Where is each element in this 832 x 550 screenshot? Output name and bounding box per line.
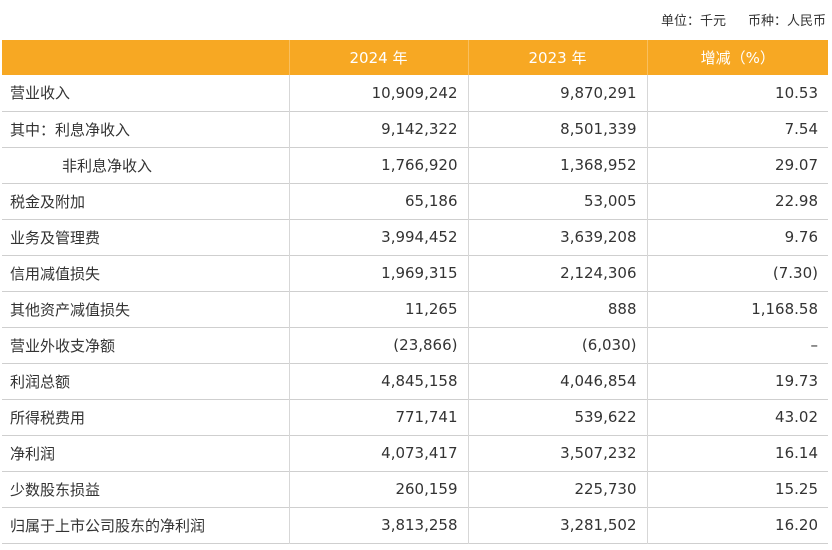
- table-body: 营业收入 10,909,242 9,870,291 10.53 其中：利息净收入…: [2, 75, 828, 543]
- value-2024: 10,909,242: [288, 75, 469, 111]
- value-2024: 1,969,315: [288, 255, 469, 291]
- value-change: 16.20: [646, 507, 828, 543]
- row-label: 净利润: [2, 435, 290, 471]
- value-change: 9.76: [646, 219, 828, 255]
- row-label: 所得税费用: [2, 399, 290, 435]
- table-row: 净利润 4,073,417 3,507,232 16.14: [2, 435, 828, 471]
- header-change: 增减（%）: [646, 40, 828, 75]
- header-2024: 2024 年: [288, 40, 469, 75]
- value-change: –: [646, 327, 828, 363]
- value-2024: 3,994,452: [288, 219, 469, 255]
- value-change: 43.02: [646, 399, 828, 435]
- row-label: 少数股东损益: [2, 471, 290, 507]
- header-row: 2024 年 2023 年 增减（%）: [2, 40, 828, 75]
- value-2024: 4,845,158: [288, 363, 469, 399]
- value-2024: 1,766,920: [288, 147, 469, 183]
- value-2024: 771,741: [288, 399, 469, 435]
- value-2023: 53,005: [467, 183, 648, 219]
- value-2024: 3,813,258: [288, 507, 469, 543]
- row-label: 营业外收支净额: [2, 327, 290, 363]
- row-label: 营业收入: [2, 75, 290, 111]
- table-header: 2024 年 2023 年 增减（%）: [2, 40, 828, 75]
- row-label: 归属于上市公司股东的净利润: [2, 507, 290, 543]
- value-change: 1,168.58: [646, 291, 828, 327]
- value-2023: 3,507,232: [467, 435, 648, 471]
- row-label: 利润总额: [2, 363, 290, 399]
- row-label: 业务及管理费: [2, 219, 290, 255]
- header-item: [2, 40, 290, 75]
- table-row: 归属于上市公司股东的净利润 3,813,258 3,281,502 16.20: [2, 507, 828, 543]
- value-2023: 888: [467, 291, 648, 327]
- value-2024: 4,073,417: [288, 435, 469, 471]
- value-change: (7.30): [646, 255, 828, 291]
- value-2024: (23,866): [288, 327, 469, 363]
- table-row: 税金及附加 65,186 53,005 22.98: [2, 183, 828, 219]
- row-label: 税金及附加: [2, 183, 290, 219]
- value-change: 16.14: [646, 435, 828, 471]
- row-label: 其他资产减值损失: [2, 291, 290, 327]
- value-2023: 225,730: [467, 471, 648, 507]
- table-row: 非利息净收入 1,766,920 1,368,952 29.07: [2, 147, 828, 183]
- unit-label: 单位：千元: [660, 14, 726, 29]
- value-2023: 9,870,291: [467, 75, 648, 111]
- value-change: 15.25: [646, 471, 828, 507]
- table-row: 其他资产减值损失 11,265 888 1,168.58: [2, 291, 828, 327]
- value-2023: 4,046,854: [467, 363, 648, 399]
- row-label: 其中：利息净收入: [2, 111, 290, 147]
- table-row: 所得税费用 771,741 539,622 43.02: [2, 399, 828, 435]
- table-row: 其中：利息净收入 9,142,322 8,501,339 7.54: [2, 111, 828, 147]
- header-2023: 2023 年: [467, 40, 648, 75]
- value-change: 19.73: [646, 363, 828, 399]
- value-2023: 3,639,208: [467, 219, 648, 255]
- table-row: 利润总额 4,845,158 4,046,854 19.73: [2, 363, 828, 399]
- table-row: 信用减值损失 1,969,315 2,124,306 (7.30): [2, 255, 828, 291]
- value-2024: 11,265: [288, 291, 469, 327]
- currency-label: 币种：人民币: [747, 14, 826, 29]
- value-2023: 3,281,502: [467, 507, 648, 543]
- row-label: 信用减值损失: [2, 255, 290, 291]
- value-2023: 1,368,952: [467, 147, 648, 183]
- value-change: 7.54: [646, 111, 828, 147]
- value-2023: 539,622: [467, 399, 648, 435]
- income-statement-table: 2024 年 2023 年 增减（%） 营业收入 10,909,242 9,87…: [2, 40, 828, 544]
- value-change: 10.53: [646, 75, 828, 111]
- value-2023: 8,501,339: [467, 111, 648, 147]
- table-row: 业务及管理费 3,994,452 3,639,208 9.76: [2, 219, 828, 255]
- row-label: 非利息净收入: [2, 147, 290, 183]
- value-2023: 2,124,306: [467, 255, 648, 291]
- value-change: 22.98: [646, 183, 828, 219]
- table-row: 营业外收支净额 (23,866) (6,030) –: [2, 327, 828, 363]
- value-2024: 9,142,322: [288, 111, 469, 147]
- table-row: 少数股东损益 260,159 225,730 15.25: [2, 471, 828, 507]
- value-change: 29.07: [646, 147, 828, 183]
- table-row: 营业收入 10,909,242 9,870,291 10.53: [2, 75, 828, 111]
- unit-note: 单位：千元 币种：人民币: [661, 10, 826, 29]
- value-2024: 65,186: [288, 183, 469, 219]
- value-2023: (6,030): [467, 327, 648, 363]
- value-2024: 260,159: [288, 471, 469, 507]
